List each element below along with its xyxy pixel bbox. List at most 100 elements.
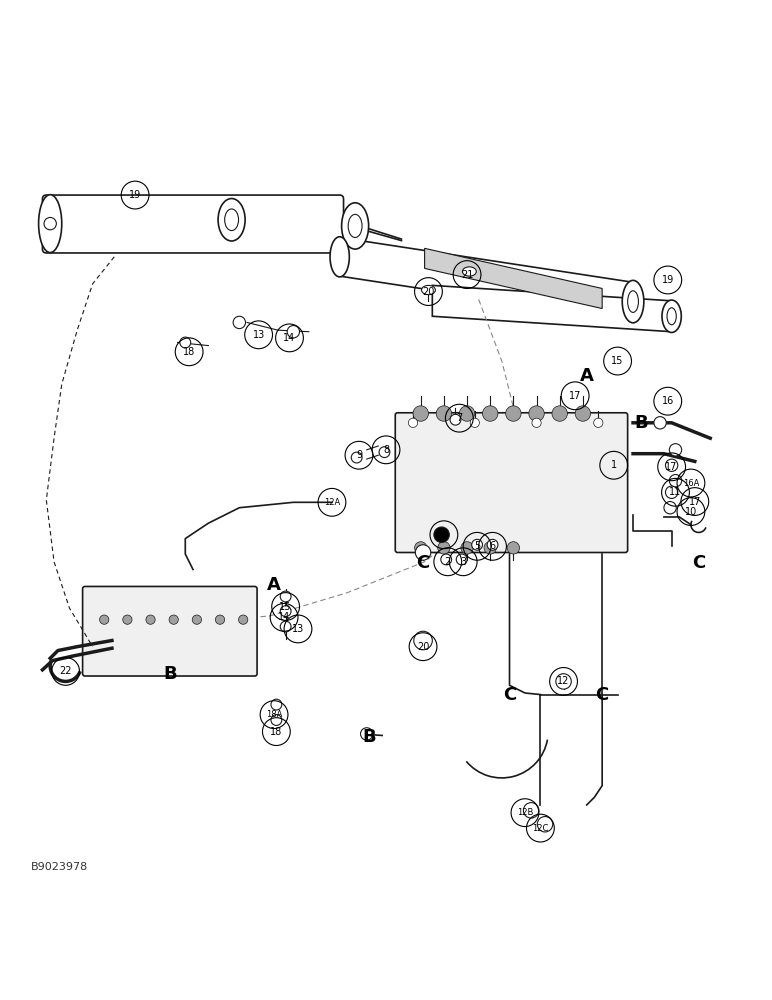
Text: C: C xyxy=(595,686,609,704)
Text: 6: 6 xyxy=(489,541,496,551)
Text: 10: 10 xyxy=(685,507,697,517)
Text: C: C xyxy=(416,554,430,572)
Text: 9: 9 xyxy=(356,450,362,460)
Circle shape xyxy=(450,414,461,425)
Circle shape xyxy=(487,539,498,550)
Text: 17: 17 xyxy=(665,462,678,472)
Circle shape xyxy=(556,674,571,689)
Text: B: B xyxy=(634,414,648,432)
Polygon shape xyxy=(432,285,672,332)
Circle shape xyxy=(438,542,450,554)
Ellipse shape xyxy=(348,214,362,238)
Circle shape xyxy=(233,316,245,329)
Circle shape xyxy=(379,447,390,458)
Circle shape xyxy=(146,615,155,624)
Circle shape xyxy=(669,444,682,456)
Text: B: B xyxy=(362,728,376,746)
Circle shape xyxy=(665,459,678,471)
Circle shape xyxy=(361,728,373,740)
Circle shape xyxy=(280,621,291,632)
Ellipse shape xyxy=(422,285,435,295)
Circle shape xyxy=(215,615,225,624)
Text: 13: 13 xyxy=(252,330,265,340)
Text: 8: 8 xyxy=(383,445,389,455)
Text: 12: 12 xyxy=(557,676,570,686)
Polygon shape xyxy=(425,248,602,309)
Text: 1: 1 xyxy=(611,460,617,470)
Ellipse shape xyxy=(662,300,681,332)
Ellipse shape xyxy=(667,308,676,325)
FancyBboxPatch shape xyxy=(395,413,628,552)
Circle shape xyxy=(280,591,291,602)
Text: 12A: 12A xyxy=(323,498,340,507)
Circle shape xyxy=(506,406,521,421)
Ellipse shape xyxy=(622,280,644,323)
Circle shape xyxy=(415,542,427,554)
Text: 20: 20 xyxy=(422,287,435,297)
Text: B: B xyxy=(163,665,177,683)
Text: 14: 14 xyxy=(283,333,296,343)
Circle shape xyxy=(529,406,544,421)
Text: 22: 22 xyxy=(59,666,72,676)
Circle shape xyxy=(100,615,109,624)
Text: A: A xyxy=(267,576,281,594)
Text: 5: 5 xyxy=(474,541,480,551)
Circle shape xyxy=(523,803,539,818)
Circle shape xyxy=(532,418,541,427)
Circle shape xyxy=(271,715,282,725)
Text: 19: 19 xyxy=(129,190,141,200)
Circle shape xyxy=(408,418,418,427)
Text: 17: 17 xyxy=(569,391,581,401)
Text: 16A: 16A xyxy=(682,479,699,488)
Circle shape xyxy=(413,406,428,421)
Circle shape xyxy=(537,817,553,832)
Circle shape xyxy=(351,452,362,463)
FancyBboxPatch shape xyxy=(83,586,257,676)
Circle shape xyxy=(436,406,452,421)
Circle shape xyxy=(414,631,432,650)
Circle shape xyxy=(441,554,452,565)
Ellipse shape xyxy=(462,267,476,276)
Circle shape xyxy=(575,406,591,421)
Circle shape xyxy=(180,337,191,348)
Text: 15: 15 xyxy=(611,356,624,366)
Text: 12B: 12B xyxy=(516,808,533,817)
Text: C: C xyxy=(503,686,516,704)
Ellipse shape xyxy=(39,195,62,253)
Circle shape xyxy=(594,418,603,427)
Ellipse shape xyxy=(218,199,245,241)
Text: 20: 20 xyxy=(417,642,429,652)
Polygon shape xyxy=(340,238,633,321)
Ellipse shape xyxy=(341,203,368,249)
Text: 15: 15 xyxy=(279,602,292,612)
Circle shape xyxy=(434,527,449,542)
Text: 14: 14 xyxy=(278,612,290,622)
Circle shape xyxy=(280,606,291,617)
Circle shape xyxy=(123,615,132,624)
Text: 18: 18 xyxy=(270,727,283,737)
Text: 13: 13 xyxy=(292,624,304,634)
Circle shape xyxy=(482,406,498,421)
Text: 7: 7 xyxy=(456,413,462,423)
Circle shape xyxy=(192,615,201,624)
Text: 19: 19 xyxy=(662,275,674,285)
Circle shape xyxy=(271,699,282,710)
Text: 2: 2 xyxy=(445,557,451,567)
Circle shape xyxy=(470,418,479,427)
FancyBboxPatch shape xyxy=(42,195,344,253)
Circle shape xyxy=(287,326,300,338)
Text: 4: 4 xyxy=(441,530,447,540)
Circle shape xyxy=(169,615,178,624)
Circle shape xyxy=(239,615,248,624)
Circle shape xyxy=(415,545,431,560)
Text: 11: 11 xyxy=(669,487,682,497)
Circle shape xyxy=(459,406,475,421)
Circle shape xyxy=(665,486,678,498)
Circle shape xyxy=(664,502,676,514)
Circle shape xyxy=(472,539,482,550)
Circle shape xyxy=(461,542,473,554)
Circle shape xyxy=(552,406,567,421)
Text: 18: 18 xyxy=(183,347,195,357)
Text: B9023978: B9023978 xyxy=(31,862,88,872)
Circle shape xyxy=(484,542,496,554)
